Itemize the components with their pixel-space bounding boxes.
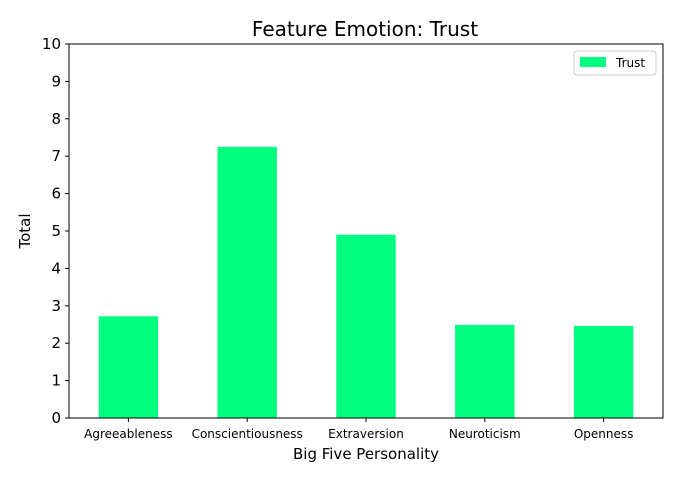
y-tick-label: 8 — [51, 110, 61, 128]
legend-label: Trust — [615, 56, 645, 70]
legend: Trust — [573, 50, 657, 76]
x-tick-label: Extraversion — [328, 427, 404, 441]
y-tick-label: 3 — [51, 297, 61, 315]
bar-neuroticism — [455, 324, 515, 418]
y-axis-label: Total — [16, 213, 34, 249]
y-tick-label: 10 — [42, 35, 61, 53]
y-tick-label: 6 — [51, 185, 61, 203]
y-axis-ticks: 0 1 2 3 4 5 6 7 8 9 10 — [42, 35, 69, 427]
x-axis-label: Big Five Personality — [293, 445, 439, 463]
legend-swatch — [580, 57, 606, 67]
plot-frame — [68, 43, 664, 419]
y-tick-label: 7 — [51, 147, 61, 165]
y-tick-label: 9 — [51, 72, 61, 90]
y-tick-label: 5 — [51, 222, 61, 240]
x-tick-label: Conscientiousness — [192, 427, 303, 441]
bars-group — [98, 146, 634, 418]
bar-conscientiousness — [217, 146, 277, 418]
bar-agreeableness — [98, 316, 159, 418]
x-tick-label: Openness — [574, 427, 634, 441]
bar-extraversion — [336, 234, 396, 418]
bar-openness — [573, 325, 634, 418]
y-tick-label: 4 — [51, 259, 61, 277]
y-tick-label: 1 — [51, 372, 61, 390]
y-tick-label: 2 — [51, 334, 61, 352]
x-tick-label: Neuroticism — [449, 427, 521, 441]
chart-title: Feature Emotion: Trust — [252, 17, 478, 41]
y-tick-label: 0 — [51, 409, 61, 427]
x-tick-label: Agreeableness — [84, 427, 172, 441]
x-axis-ticks: Agreeableness Conscientiousness Extraversi… — [84, 418, 633, 441]
